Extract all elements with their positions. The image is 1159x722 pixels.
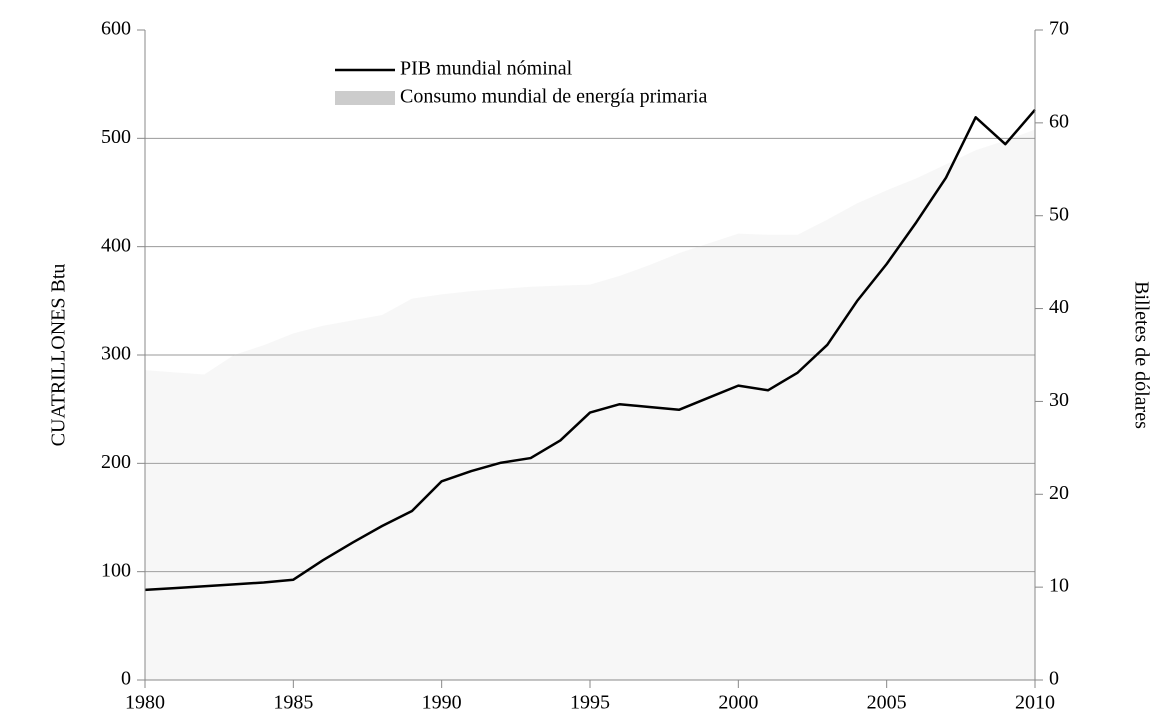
x-tick-label: 1990 (422, 692, 462, 714)
y2-tick-label: 70 (1049, 18, 1069, 40)
y-tick-label: 300 (101, 343, 131, 365)
y2-tick-label: 0 (1049, 668, 1059, 690)
y2-axis-label: Billetes de dólares (1130, 281, 1152, 429)
x-tick-label: 2005 (867, 692, 907, 714)
y-tick-label: 100 (101, 559, 131, 581)
y2-tick-label: 60 (1049, 110, 1069, 132)
legend-swatch (335, 91, 395, 105)
y-tick-label: 200 (101, 451, 131, 473)
line (144, 109, 1036, 592)
y2-tick-label: 50 (1049, 203, 1069, 225)
area (145, 129, 1035, 680)
y-tick-label: 500 (101, 126, 131, 148)
legend-label: Consumo mundial de energía primaria (400, 86, 707, 108)
y-axis-label: CUATRILLONES Btu (48, 264, 70, 447)
legend-label: PIB mundial nóminal (400, 58, 573, 80)
x-tick-label: 2010 (1015, 692, 1055, 714)
y2-tick-label: 20 (1049, 482, 1069, 504)
y-tick-label: 600 (101, 18, 131, 40)
x-tick-label: 1985 (273, 692, 313, 714)
y-tick-label: 400 (101, 234, 131, 256)
x-tick-label: 1980 (125, 692, 165, 714)
x-tick-label: 2000 (718, 692, 758, 714)
y2-tick-label: 30 (1049, 389, 1069, 411)
y-tick-label: 0 (121, 668, 131, 690)
y2-tick-label: 10 (1049, 575, 1069, 597)
x-tick-label: 1995 (570, 692, 610, 714)
y2-tick-label: 40 (1049, 296, 1069, 318)
